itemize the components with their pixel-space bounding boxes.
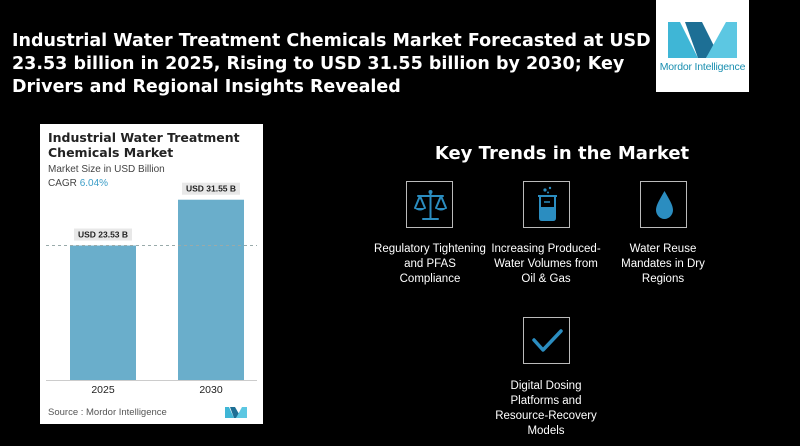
beaker-icon [538, 186, 557, 221]
trend-icon-box-produced-water [523, 181, 570, 228]
trend-label-digital-dosing: Digital Dosing Platforms and Resource-Re… [495, 380, 597, 437]
brand-logo-text: Mordor Intelligence [659, 61, 746, 73]
data-label-box-2025 [74, 228, 132, 241]
scales-icon [414, 190, 447, 220]
trend-label-regulatory: Regulatory Tightening and PFAS Complianc… [374, 243, 486, 285]
data-label-2030: USD 31.55 B [186, 184, 236, 194]
data-label-2025: USD 23.53 B [78, 230, 128, 240]
bar-2030 [178, 199, 244, 380]
cagr-value: 6.04% [79, 178, 109, 189]
chart-title: Industrial Water Treatment Chemicals Mar… [48, 130, 240, 160]
source-logo-icon [225, 407, 247, 418]
trend-icon-box-water-reuse [640, 181, 687, 228]
cagr-label: CAGR [48, 178, 77, 189]
trend-label-water-reuse: Water Reuse Mandates in Dry Regions [621, 243, 705, 285]
chart-source: Source : Mordor Intelligence [48, 407, 167, 418]
trend-label-produced-water: Increasing Produced-Water Volumes from O… [491, 243, 601, 285]
trends-title: Key Trends in the Market [434, 143, 690, 164]
cagr-line: CAGR 6.04% [48, 178, 108, 189]
trend-icon-box-regulatory [406, 181, 453, 228]
brand-logo-mark [668, 22, 737, 58]
checkmark-icon [532, 329, 563, 352]
market-size-chart-card: Industrial Water Treatment Chemicals Mar… [40, 124, 263, 424]
data-label-box-2030 [182, 182, 240, 195]
x-tick-label-2030: 2030 [199, 384, 223, 396]
water-drop-icon [656, 191, 673, 219]
x-tick-label-2025: 2025 [91, 384, 115, 396]
chart-subtitle: Market Size in USD Billion [48, 164, 165, 175]
brand-logo: Mordor Intelligence [656, 0, 749, 92]
trend-icon-box-digital-dosing [523, 317, 570, 364]
bar-chart: USD 23.53 B 2025 USD 31.55 B 2030 [46, 182, 257, 396]
page-headline: Industrial Water Treatment Chemicals Mar… [12, 31, 651, 97]
bar-2025 [70, 245, 136, 380]
